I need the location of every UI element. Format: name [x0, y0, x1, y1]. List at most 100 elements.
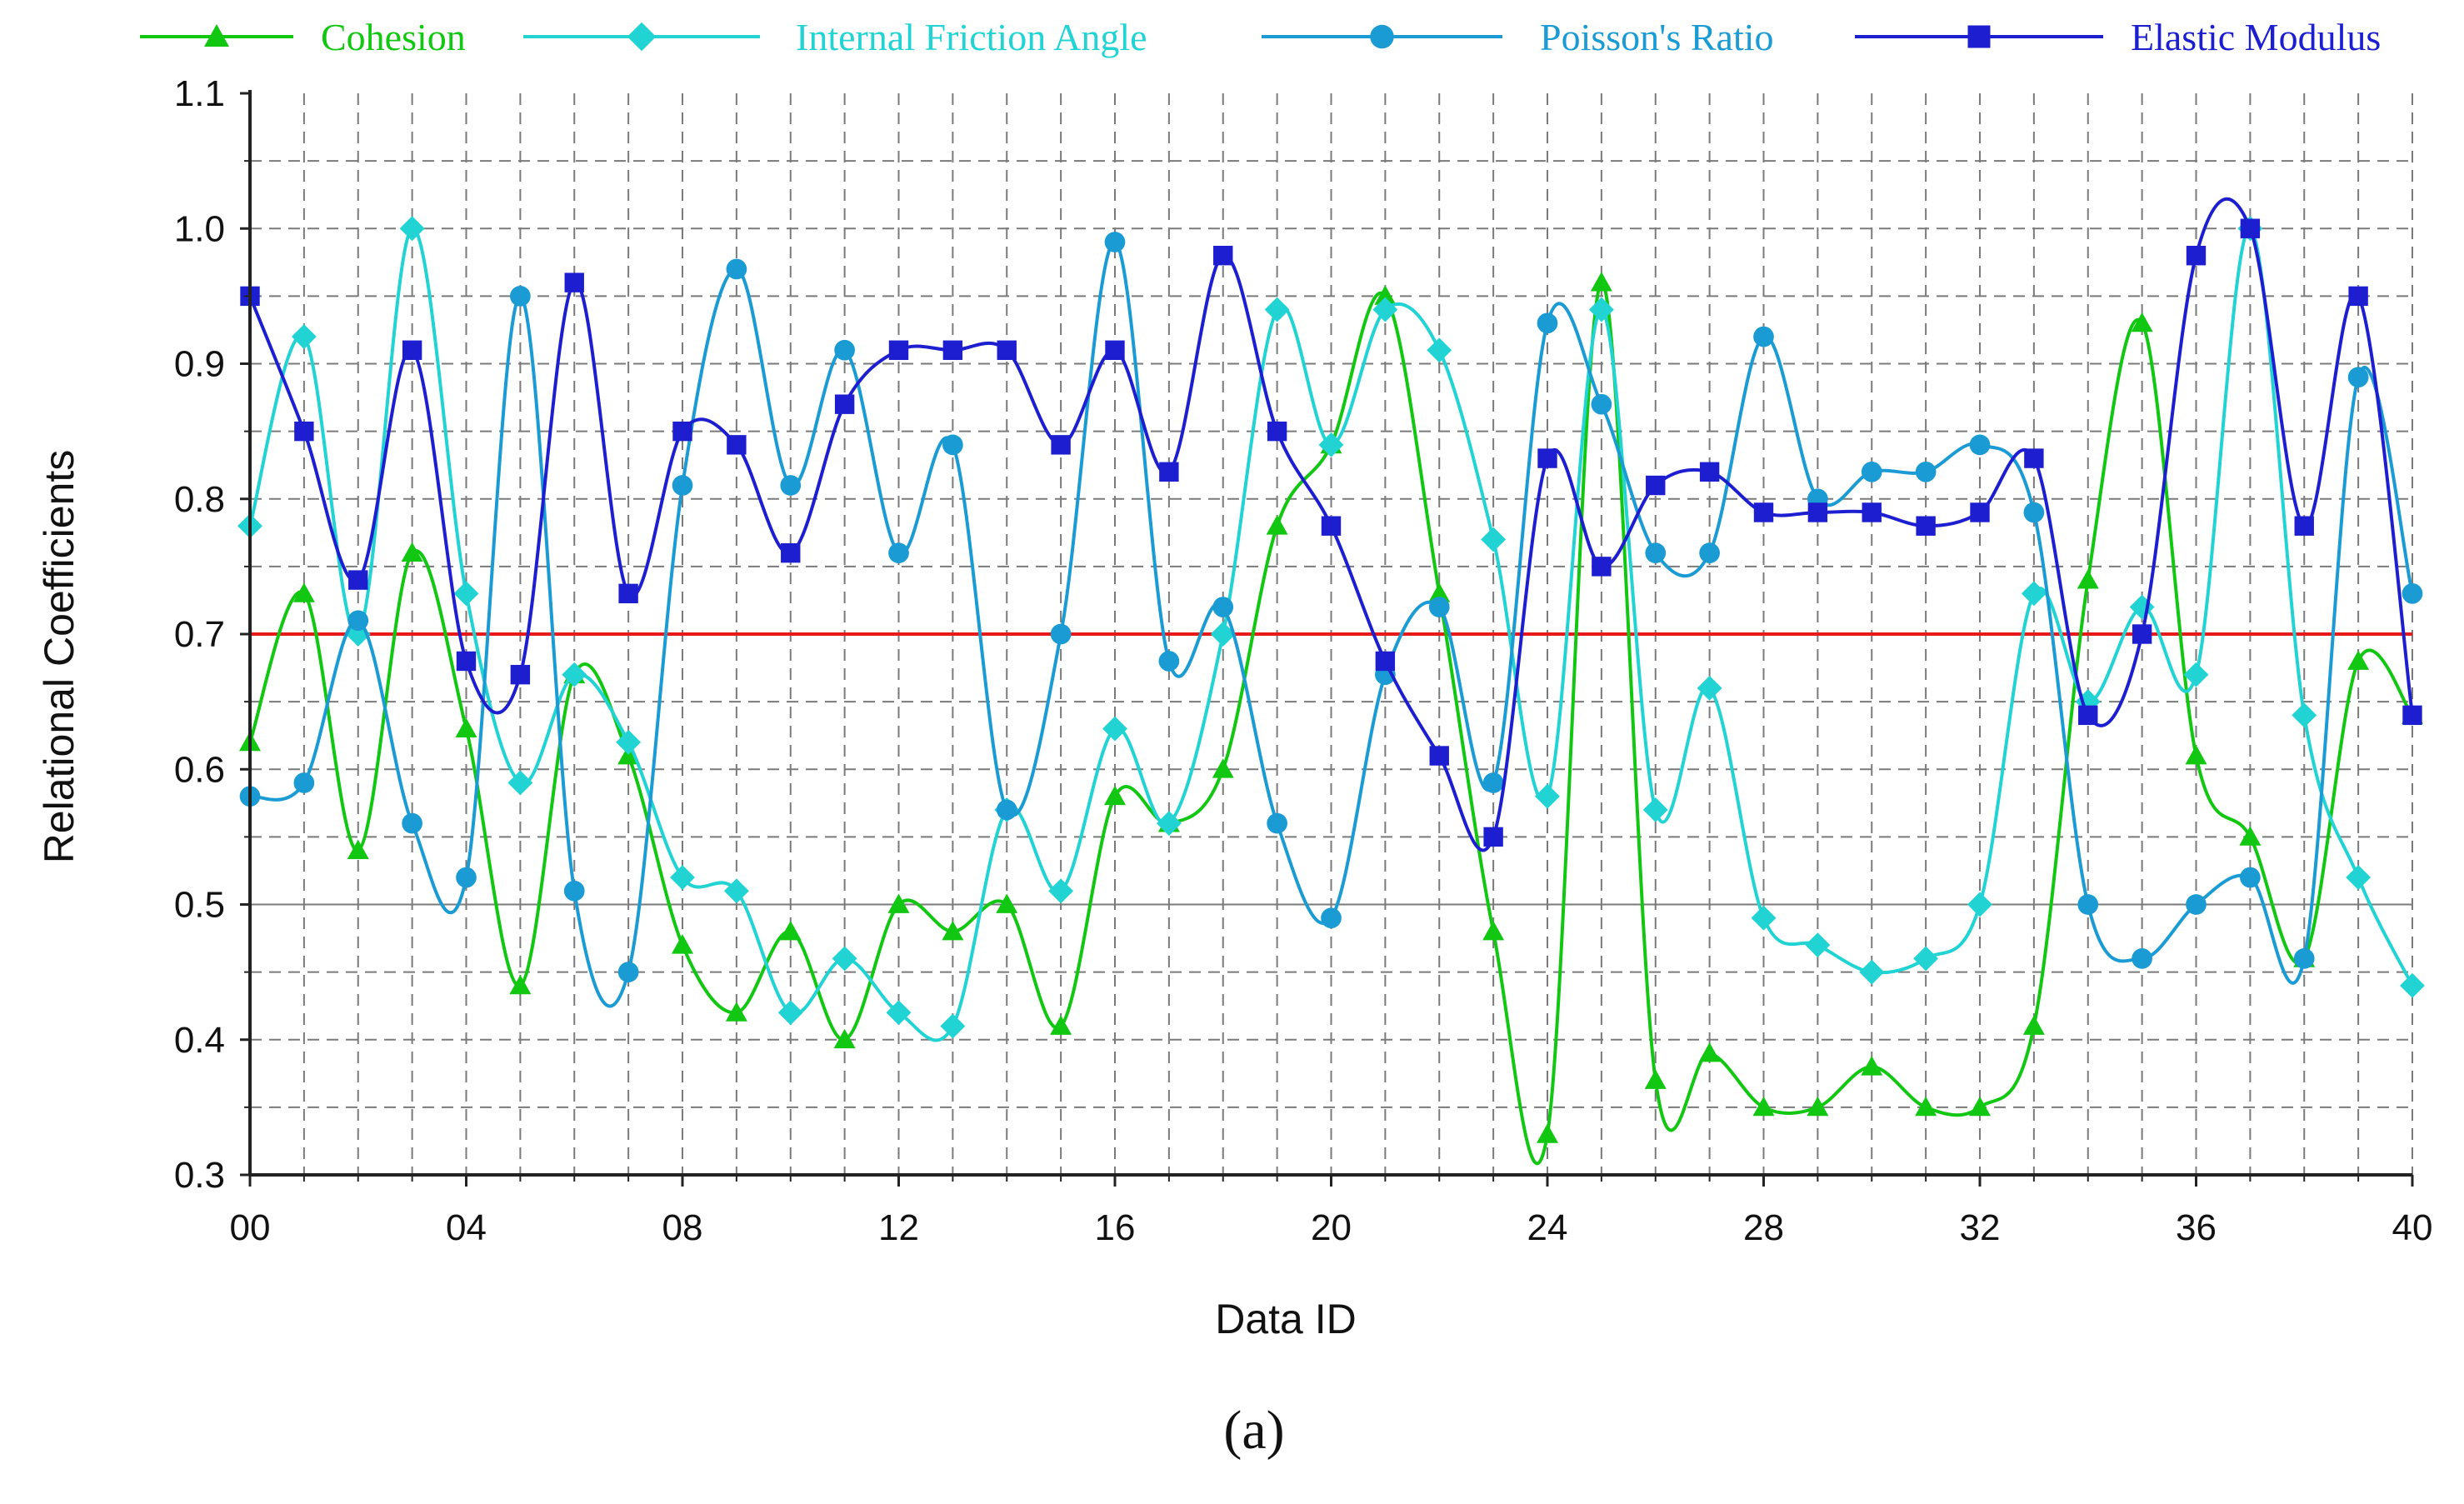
data-point-elastic-modulus [2186, 246, 2207, 266]
data-point-elastic-modulus [510, 664, 531, 685]
data-point-cohesion [2185, 745, 2207, 765]
data-point-poisson-s-ratio [1050, 623, 1072, 645]
data-point-internal-friction-angle [616, 729, 642, 755]
data-point-poisson-s-ratio [1699, 542, 1720, 564]
data-point-poisson-s-ratio [888, 542, 909, 564]
y-tick-label: 0.9 [174, 344, 225, 385]
y-tick-label: 0.7 [174, 614, 225, 655]
data-point-cohesion [1969, 1096, 1991, 1117]
data-point-poisson-s-ratio [293, 772, 315, 793]
data-point-cohesion [1861, 1056, 1883, 1076]
data-point-internal-friction-angle [1318, 432, 1344, 457]
series-elastic-modulus [240, 197, 2422, 852]
data-point-poisson-s-ratio [780, 475, 802, 496]
data-point-cohesion [1374, 285, 1397, 305]
series-layer [237, 197, 2425, 1166]
data-point-internal-friction-angle [1913, 946, 1939, 972]
data-point-poisson-s-ratio [1212, 597, 1234, 617]
data-point-internal-friction-angle [1642, 797, 1668, 822]
x-tick-label: 08 [662, 1207, 703, 1248]
data-point-elastic-modulus [1916, 516, 1936, 536]
data-point-elastic-modulus [1267, 421, 1287, 442]
data-point-elastic-modulus [2402, 705, 2422, 726]
data-point-elastic-modulus [1646, 475, 1666, 496]
y-tick-label: 0.5 [174, 885, 225, 926]
data-point-internal-friction-angle [1697, 675, 1722, 701]
data-point-cohesion [942, 920, 964, 941]
data-point-poisson-s-ratio [510, 286, 531, 307]
data-point-poisson-s-ratio [2077, 894, 2099, 915]
data-point-internal-friction-angle [1859, 959, 1885, 985]
data-point-elastic-modulus [942, 340, 963, 360]
x-tick-label: 20 [1311, 1207, 1352, 1248]
data-point-poisson-s-ratio [1537, 312, 1558, 334]
data-point-elastic-modulus [1321, 516, 1342, 536]
data-point-elastic-modulus [1105, 340, 1125, 360]
data-point-internal-friction-angle [940, 1013, 966, 1039]
legend-marker-diamond [627, 22, 657, 52]
data-point-poisson-s-ratio [456, 867, 477, 888]
data-point-elastic-modulus [2348, 286, 2368, 307]
data-point-internal-friction-angle [1805, 932, 1831, 958]
y-tick-label: 0.4 [174, 1020, 225, 1061]
data-point-poisson-s-ratio [1753, 326, 1774, 347]
data-point-poisson-s-ratio [1482, 772, 1504, 793]
data-point-internal-friction-angle [1156, 811, 1182, 837]
legend-marker-square [1967, 25, 1991, 48]
data-point-cohesion [2131, 312, 2153, 332]
data-point-poisson-s-ratio [1861, 461, 1882, 482]
y-axis-title: Relational Coefficients [36, 450, 82, 864]
data-point-cohesion [1698, 1042, 1721, 1062]
legend-label: Cohesion [321, 16, 466, 58]
data-point-elastic-modulus [834, 394, 855, 414]
data-point-internal-friction-angle [399, 216, 425, 242]
data-point-elastic-modulus [1862, 502, 1882, 522]
axes: 0.3 0.4 0.5 0.6 0.7 0.8 0.9 1.0 1.1 00 04 08 12 16 20 2… [174, 73, 2433, 1248]
data-point-elastic-modulus [402, 340, 422, 360]
legend-marker-triangle [204, 24, 229, 47]
data-point-internal-friction-angle [2292, 702, 2317, 728]
data-point-poisson-s-ratio [726, 258, 747, 280]
data-point-poisson-s-ratio [2347, 367, 2369, 388]
data-point-poisson-s-ratio [1645, 542, 1667, 564]
x-tick-label: 04 [446, 1207, 487, 1248]
data-point-poisson-s-ratio [2293, 948, 2315, 969]
data-point-elastic-modulus [727, 435, 747, 455]
data-point-cohesion [833, 1028, 856, 1049]
series-internal-friction-angle [237, 216, 2425, 1042]
figure-caption: (a) [1223, 1400, 1284, 1461]
data-point-cohesion [1537, 1123, 1558, 1143]
data-point-cohesion [1104, 785, 1126, 806]
data-point-cohesion [1915, 1096, 1937, 1117]
data-point-internal-friction-angle [723, 878, 749, 904]
data-point-internal-friction-angle [1481, 527, 1507, 552]
data-point-internal-friction-angle [2129, 594, 2155, 620]
y-tick-label: 0.6 [174, 749, 225, 790]
data-point-poisson-s-ratio [563, 880, 585, 902]
data-point-internal-friction-angle [2400, 972, 2425, 998]
data-point-elastic-modulus [1699, 462, 1720, 482]
data-point-cohesion [292, 582, 315, 602]
data-point-elastic-modulus [888, 340, 909, 360]
data-point-internal-friction-angle [2021, 581, 2047, 607]
data-point-poisson-s-ratio [2240, 867, 2261, 888]
data-point-internal-friction-angle [2183, 662, 2209, 687]
data-point-elastic-modulus [1970, 502, 1990, 522]
x-tick-label: 24 [1527, 1207, 1568, 1248]
data-point-internal-friction-angle [1264, 297, 1290, 322]
data-point-poisson-s-ratio [2186, 894, 2207, 915]
data-point-elastic-modulus [2024, 448, 2044, 468]
data-point-elastic-modulus [781, 542, 801, 563]
data-point-poisson-s-ratio [1969, 434, 1991, 456]
data-point-internal-friction-angle [453, 581, 479, 607]
data-point-cohesion [1050, 1015, 1072, 1035]
data-point-internal-friction-angle [2075, 689, 2101, 715]
data-point-poisson-s-ratio [1104, 232, 1126, 252]
x-tick-label: 00 [230, 1207, 271, 1248]
data-point-cohesion [2347, 650, 2370, 670]
data-point-elastic-modulus [1483, 827, 1503, 847]
data-point-cohesion [725, 1002, 747, 1022]
data-point-elastic-modulus [1051, 435, 1071, 455]
data-point-elastic-modulus [1537, 448, 1557, 468]
data-point-cohesion [2077, 569, 2099, 589]
